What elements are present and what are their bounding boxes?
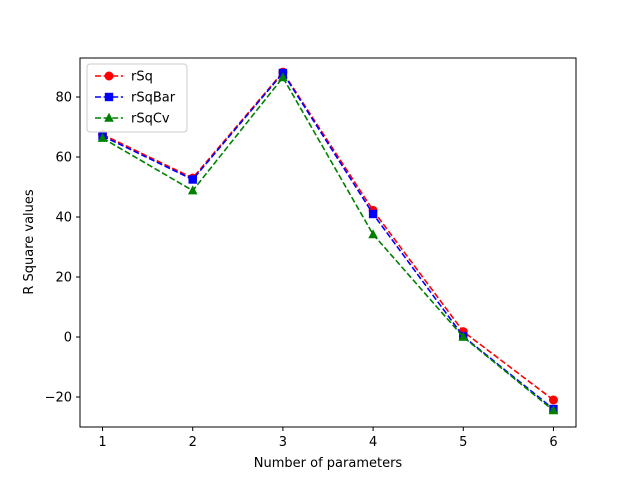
legend-label: rSq (131, 70, 153, 85)
y-tick-label: −20 (45, 391, 72, 406)
x-tick-label: 2 (189, 435, 197, 450)
legend-item-rSq: rSq (95, 70, 153, 85)
y-axis-label: R Square values (22, 189, 37, 295)
series-line-rSq (102, 71, 554, 401)
data-point-rSqCv (548, 405, 559, 415)
data-point-rSqCv (187, 185, 198, 195)
legend-marker (104, 92, 114, 102)
plot-frame (79, 57, 577, 428)
legend-label: rSqBar (131, 91, 176, 106)
y-tick-label: 40 (55, 211, 72, 226)
data-point-rSqCv (368, 229, 378, 239)
y-tick-label: 0 (64, 331, 72, 346)
legend-items: rSq rSqBar rSqCv (95, 70, 176, 127)
legend-marker (104, 112, 114, 122)
x-tick-label: 1 (98, 435, 106, 450)
x-axis-label: Number of parameters (254, 456, 403, 471)
x-tick-label: 5 (459, 435, 467, 450)
legend-item-rSqBar: rSqBar (95, 91, 176, 106)
data-point-rSqCv (97, 132, 108, 142)
tick-layer: 1 2 3 4 5 6 −20 0 20 40 60 80 (45, 91, 558, 451)
data-point-rSqBar (188, 175, 197, 184)
data-point-rSqBar (368, 209, 378, 219)
x-tick-label: 4 (369, 435, 377, 450)
legend-item-rSqCv: rSqCv (95, 112, 170, 127)
data-point-rSqCv (278, 72, 288, 82)
legend-label: rSqCv (131, 112, 170, 127)
y-tick-label: 80 (55, 91, 72, 106)
series-line-rSqCv (102, 76, 554, 412)
y-tick-label: 60 (55, 151, 72, 166)
legend-marker (104, 71, 114, 81)
legend: rSq rSqBar rSqCv (86, 63, 188, 133)
legend-box (86, 63, 188, 133)
series-rSqCv (97, 72, 559, 415)
data-point-rSqCv (458, 331, 469, 341)
x-tick-label: 6 (549, 435, 557, 450)
data-point-rSq (548, 395, 558, 405)
series-layer (97, 67, 559, 415)
x-tick-label: 3 (279, 435, 287, 450)
y-tick-label: 20 (55, 271, 72, 286)
